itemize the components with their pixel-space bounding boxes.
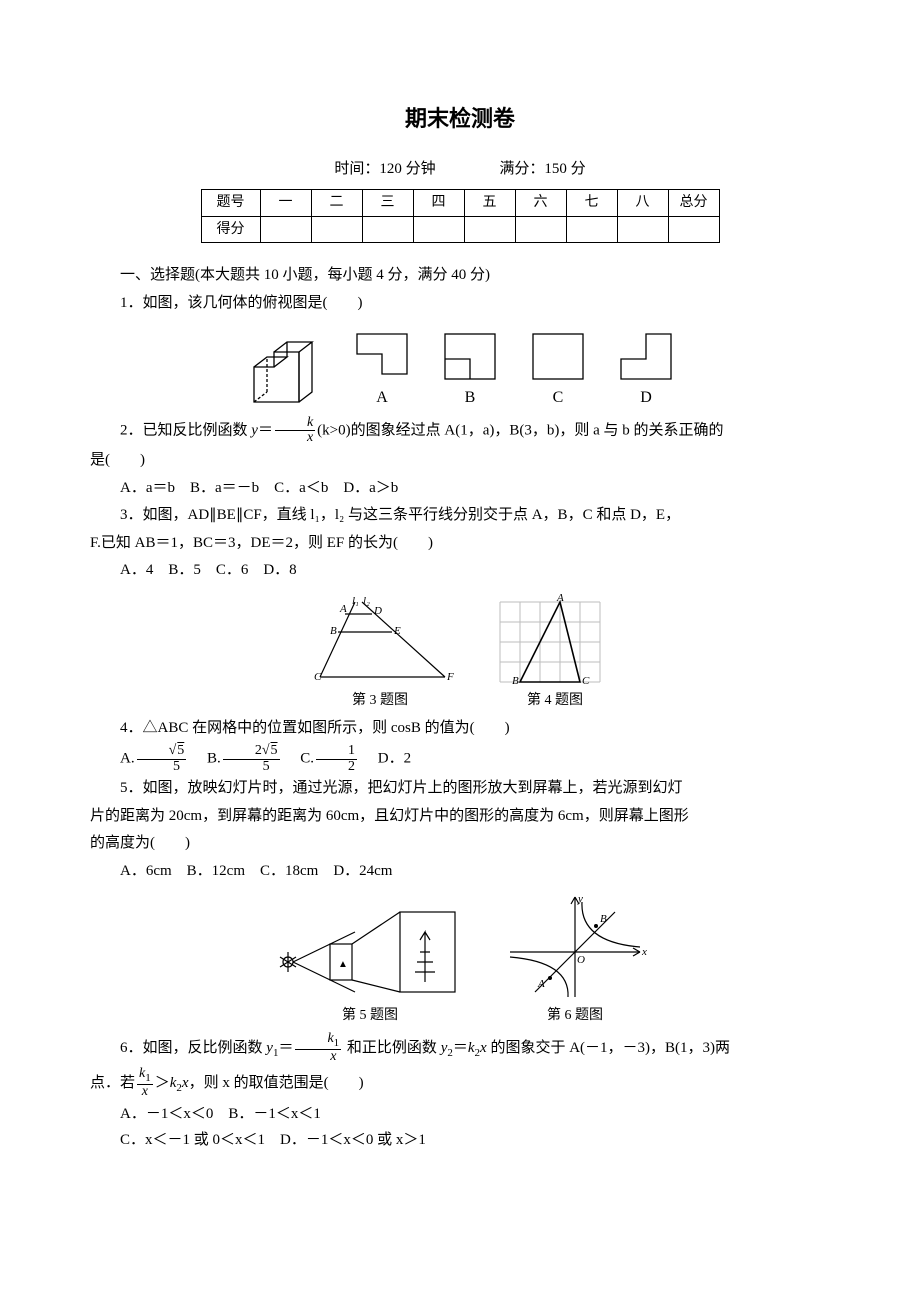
cell: 三 bbox=[362, 189, 413, 216]
q1-solid-icon bbox=[239, 332, 329, 412]
cell: 题号 bbox=[201, 189, 260, 216]
svg-text:F: F bbox=[446, 671, 454, 683]
q1-opt-b: B bbox=[435, 384, 505, 411]
meta-line: 时间：120 分钟 满分：150 分 bbox=[90, 157, 830, 183]
q3-figure-icon: A D B E C F l₁ l₂ bbox=[300, 592, 460, 687]
q4-figure-icon: A B C bbox=[490, 592, 620, 687]
q4-stem: 4．△ABC 在网格中的位置如图所示，则 cosB 的值为( ) bbox=[90, 716, 830, 742]
q3-l1: 3．如图，AD∥BE∥CF，直线 l₁，l₂ 与这三条平行线分别交于点 A，B，… bbox=[90, 503, 830, 529]
svg-text:y: y bbox=[577, 893, 583, 905]
q4-cap: 第 4 题图 bbox=[490, 689, 620, 713]
q1-option-d-icon bbox=[611, 324, 681, 384]
q1-option-c-icon bbox=[523, 324, 593, 384]
q6-optsAB: A．－1＜x＜0 B．－1＜x＜1 bbox=[90, 1102, 830, 1128]
svg-text:B: B bbox=[600, 913, 607, 925]
score-table: 题号 一 二 三 四 五 六 七 八 总分 得分 bbox=[201, 189, 720, 244]
q5-opts: A．6cm B．12cm C．18cm D．24cm bbox=[90, 859, 830, 885]
table-row: 得分 bbox=[201, 216, 719, 243]
svg-text:E: E bbox=[393, 625, 401, 637]
q5-l2: 片的距离为 20cm，到屏幕的距离为 60cm，且幻灯片中的图形的高度为 6cm… bbox=[90, 804, 830, 830]
q3-cap: 第 3 题图 bbox=[300, 689, 460, 713]
cell: 二 bbox=[311, 189, 362, 216]
cell: 八 bbox=[617, 189, 668, 216]
q5-q6-figs: ▲ 第 5 题图 x y O B A 第 6 题图 bbox=[90, 892, 830, 1028]
q6-figure-icon: x y O B A bbox=[500, 892, 650, 1002]
q1-option-a-icon bbox=[347, 324, 417, 384]
svg-text:B: B bbox=[512, 675, 519, 687]
svg-text:l₁: l₁ bbox=[352, 595, 359, 607]
cell bbox=[362, 216, 413, 243]
svg-text:A: A bbox=[556, 592, 564, 604]
cell bbox=[617, 216, 668, 243]
q1-option-b-icon bbox=[435, 324, 505, 384]
q5-l1: 5．如图，放映幻灯片时，通过光源，把幻灯片上的图形放大到屏幕上，若光源到幻灯 bbox=[90, 776, 830, 802]
cell: 四 bbox=[413, 189, 464, 216]
cell: 五 bbox=[464, 189, 515, 216]
time-label: 时间：120 分钟 bbox=[334, 157, 435, 183]
q6-cap: 第 6 题图 bbox=[500, 1004, 650, 1028]
cell bbox=[515, 216, 566, 243]
q1-opt-a: A bbox=[347, 384, 417, 411]
q4-opts: A.√55 B.2√55 C.12 D．2 bbox=[90, 744, 830, 774]
q2-tail: 是( ) bbox=[90, 448, 830, 474]
svg-text:x: x bbox=[641, 946, 647, 958]
cell bbox=[260, 216, 311, 243]
cell bbox=[566, 216, 617, 243]
svg-text:▲: ▲ bbox=[338, 959, 348, 970]
section-1-head: 一、选择题(本大题共 10 小题，每小题 4 分，满分 40 分) bbox=[90, 263, 830, 289]
q1-stem: 1．如图，该几何体的俯视图是( ) bbox=[90, 291, 830, 317]
svg-text:D: D bbox=[373, 605, 382, 617]
q3-opts: A．4 B．5 C．6 D．8 bbox=[90, 558, 830, 584]
q5-figure-icon: ▲ bbox=[270, 902, 470, 1002]
fullmark-label: 满分：150 分 bbox=[499, 161, 585, 177]
svg-text:C: C bbox=[582, 675, 590, 687]
cell bbox=[668, 216, 719, 243]
q5-cap: 第 5 题图 bbox=[270, 1004, 470, 1028]
q2-opts: A．a＝b B．a＝－b C．a＜b D．a＞b bbox=[90, 476, 830, 502]
cell: 得分 bbox=[201, 216, 260, 243]
cell: 七 bbox=[566, 189, 617, 216]
q1-figures: A B C D bbox=[90, 324, 830, 411]
table-row: 题号 一 二 三 四 五 六 七 八 总分 bbox=[201, 189, 719, 216]
q6-optsCD: C．x＜－1 或 0＜x＜1 D．－1＜x＜0 或 x＞1 bbox=[90, 1128, 830, 1154]
q1-opt-c: C bbox=[523, 384, 593, 411]
svg-text:A: A bbox=[339, 603, 347, 615]
svg-text:B: B bbox=[330, 625, 337, 637]
cell: 总分 bbox=[668, 189, 719, 216]
q2-stem: 2．已知反比例函数 y＝kx(k>0)的图象经过点 A(1，a)，B(3，b)，… bbox=[90, 416, 830, 446]
cell: 六 bbox=[515, 189, 566, 216]
svg-text:A: A bbox=[537, 978, 545, 990]
cell bbox=[311, 216, 362, 243]
svg-text:C: C bbox=[314, 671, 322, 683]
q3-q4-figs: AD BE CF l₁l₂ 第 3 题图 ABC 第 4 题图 bbox=[90, 592, 830, 713]
q1-opt-d: D bbox=[611, 384, 681, 411]
cell: 一 bbox=[260, 189, 311, 216]
cell bbox=[413, 216, 464, 243]
q6-l1: 6．如图，反比例函数 y1＝k1x 和正比例函数 y2＝k2x 的图象交于 A(… bbox=[90, 1032, 830, 1065]
q5-l3: 的高度为( ) bbox=[90, 831, 830, 857]
cell bbox=[464, 216, 515, 243]
page-title: 期末检测卷 bbox=[90, 100, 830, 137]
svg-text:l₂: l₂ bbox=[363, 595, 370, 607]
svg-text:O: O bbox=[577, 954, 585, 966]
q3-l2: F.已知 AB＝1，BC＝3，DE＝2，则 EF 的长为( ) bbox=[90, 531, 830, 557]
q6-l2: 点．若k1x＞k2x，则 x 的取值范围是( ) bbox=[90, 1067, 830, 1100]
